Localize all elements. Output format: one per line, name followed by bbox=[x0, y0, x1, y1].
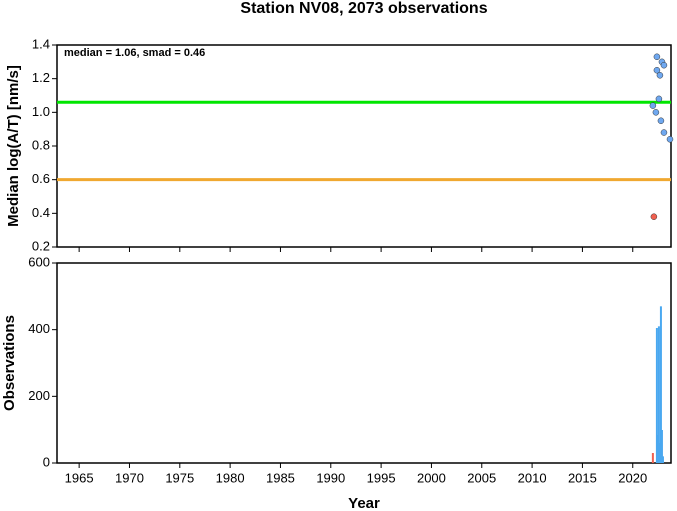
point bbox=[656, 72, 664, 79]
point bbox=[657, 117, 665, 124]
x-tick-label: 1995 bbox=[367, 470, 396, 485]
plot-frame bbox=[56, 44, 672, 248]
y-axis-label: Observations bbox=[1, 315, 18, 411]
x-axis-label: Year bbox=[348, 495, 380, 511]
bar bbox=[657, 326, 660, 463]
bar bbox=[651, 453, 654, 463]
y-axis-label: Median log(A/T) [nm/s] bbox=[5, 65, 22, 227]
x-tick-label: 1965 bbox=[65, 470, 94, 485]
point bbox=[655, 95, 663, 103]
point bbox=[649, 102, 657, 109]
bar bbox=[658, 443, 661, 463]
point bbox=[653, 67, 661, 74]
y-tick-label: 200 bbox=[28, 388, 50, 403]
x-tick-label: 2005 bbox=[467, 470, 496, 485]
x-tick-label: 1975 bbox=[165, 470, 194, 485]
bar bbox=[655, 328, 658, 463]
bar bbox=[660, 430, 663, 463]
x-tick-label: 1980 bbox=[216, 470, 245, 485]
y-tick-label: 1.2 bbox=[32, 70, 50, 85]
y-tick-label: 600 bbox=[28, 254, 50, 269]
bar bbox=[656, 435, 659, 463]
point bbox=[660, 61, 668, 69]
x-tick-label: 1970 bbox=[115, 470, 144, 485]
y-tick-label: 0 bbox=[43, 454, 50, 469]
point bbox=[660, 129, 668, 136]
point bbox=[650, 213, 658, 220]
chart-title: Station NV08, 2073 observations bbox=[240, 0, 487, 17]
y-tick-label: 0.8 bbox=[32, 137, 50, 152]
bar bbox=[661, 456, 664, 463]
x-tick-label: 2015 bbox=[568, 470, 597, 485]
y-tick-label: 0.4 bbox=[32, 205, 50, 220]
x-tick-label: 2000 bbox=[417, 470, 446, 485]
x-tick-label: 2020 bbox=[618, 470, 647, 485]
y-tick-label: 400 bbox=[28, 321, 50, 336]
plot-frame bbox=[56, 262, 672, 464]
point bbox=[666, 136, 674, 143]
bar bbox=[659, 306, 662, 463]
x-tick-label: 1990 bbox=[316, 470, 345, 485]
y-tick-label: 0.6 bbox=[32, 171, 50, 186]
annotation: median = 1.06, smad = 0.46 bbox=[64, 47, 205, 59]
point bbox=[653, 53, 661, 61]
point bbox=[652, 109, 660, 116]
x-tick-label: 1985 bbox=[266, 470, 295, 485]
y-tick-label: 1.4 bbox=[32, 36, 50, 51]
y-tick-label: 0.2 bbox=[32, 238, 50, 253]
x-tick-label: 2010 bbox=[518, 470, 547, 485]
y-tick-label: 1.0 bbox=[32, 104, 50, 119]
